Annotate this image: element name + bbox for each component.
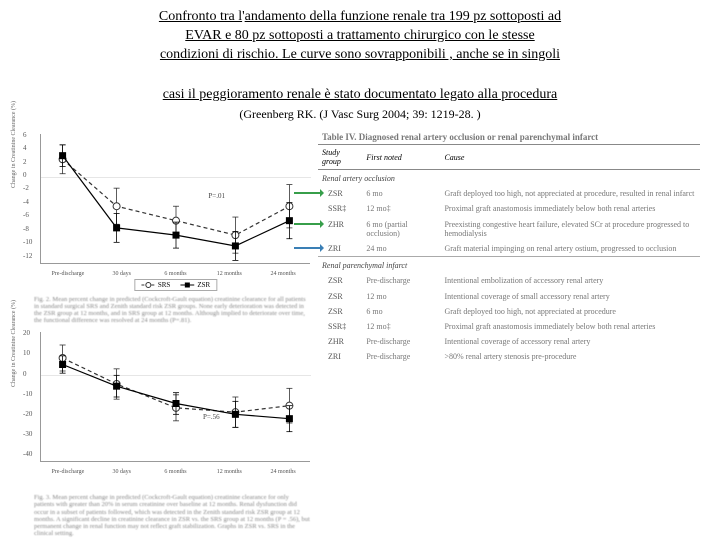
legend-srs: SRS [141,281,170,289]
chart1-legend: SRS ZSR [134,279,217,291]
content-area: Change in Creatinine Clearance (%) 6420-… [0,128,720,545]
citation: (Greenberg RK. (J Vasc Surg 2004; 39: 12… [0,105,720,128]
table-row: ZRIPre-discharge>80% renal artery stenos… [318,349,700,364]
chart2-yaxis: 20100-10-20-30-40 [23,332,32,461]
chart1-xaxis: Pre-discharge30 days6 months12 months24 … [41,271,310,277]
chart1-sig: P=.01 [208,192,225,200]
right-column: Table IV. Diagnosed renal artery occlusi… [318,130,700,545]
chart1-plot [41,134,310,263]
table-row: ZSR12 moIntentional coverage of small ac… [318,289,700,304]
fig3-caption: Fig. 3. Mean percent change in predicted… [34,494,310,537]
citation-author: (Greenberg RK. [239,107,319,121]
chart-fig3: Change in Creatinine Clearance (%) 20100… [40,332,310,462]
table-iv: Table IV. Diagnosed renal artery occlusi… [318,130,700,365]
table-title: Table IV. Diagnosed renal artery occlusi… [318,130,700,145]
table-row: ZHRPre-dischargeIntentional coverage of … [318,334,700,349]
th-group: Study group [318,145,362,170]
th-cause: Cause [440,145,700,170]
chart1-ylabel: Change in Creatinine Clearance (%) [11,101,17,188]
citation-ref: (J Vasc Surg 2004; 39: 1219-28. ) [319,107,480,121]
table-body: Renal artery occlusionZSR6 moGraft deplo… [318,170,700,365]
title-line2: EVAR e 80 pz sottoposti a trattamento ch… [185,28,534,43]
left-column: Change in Creatinine Clearance (%) 6420-… [30,130,310,545]
table-row: SSR‡12 mo‡Proximal graft anastomosis imm… [318,319,700,334]
chart1-yaxis: 6420-2-4-6-8-10-12 [23,134,32,263]
subtitle: casi il peggioramento renale è stato doc… [0,67,720,105]
fig2-caption: Fig. 2. Mean percent change in predicted… [34,296,310,325]
table-row: ZSR6 moGraft deployed too high, not appr… [318,304,700,319]
title-line1a: Confronto tra l [159,9,242,24]
table-row: ZSR6 moGraft deployed too high, not appr… [318,186,700,201]
table-row: ZSRPre-dischargeIntentional embolization… [318,273,700,288]
chart2-ylabel: Change in Creatinine Clearance (%) [11,300,17,387]
table-header-row: Study group First noted Cause [318,145,700,170]
table-row: ZHR6 mo (partial occlusion)Preexisting c… [318,217,700,241]
title-line3b: . Le curve sono sovrapponibili , anche s… [275,47,560,62]
chart2-sig: P=.56 [203,413,220,421]
title-line3a: condizioni di rischio [160,47,275,62]
chart2-xaxis: Pre-discharge30 days6 months12 months24 … [41,469,310,475]
table-row: SSR‡12 mo‡Proximal graft anastomosis imm… [318,201,700,216]
table-row: ZRI24 moGraft material impinging on rena… [318,241,700,257]
chart-fig2: Change in Creatinine Clearance (%) 6420-… [40,134,310,264]
legend-zsr: ZSR [180,281,210,289]
title-block: Confronto tra l'andamento della funzione… [0,0,720,67]
chart2-plot [41,332,310,461]
title-line1b: andamento della funzione renale tra 199 … [245,9,561,24]
th-first: First noted [362,145,440,170]
